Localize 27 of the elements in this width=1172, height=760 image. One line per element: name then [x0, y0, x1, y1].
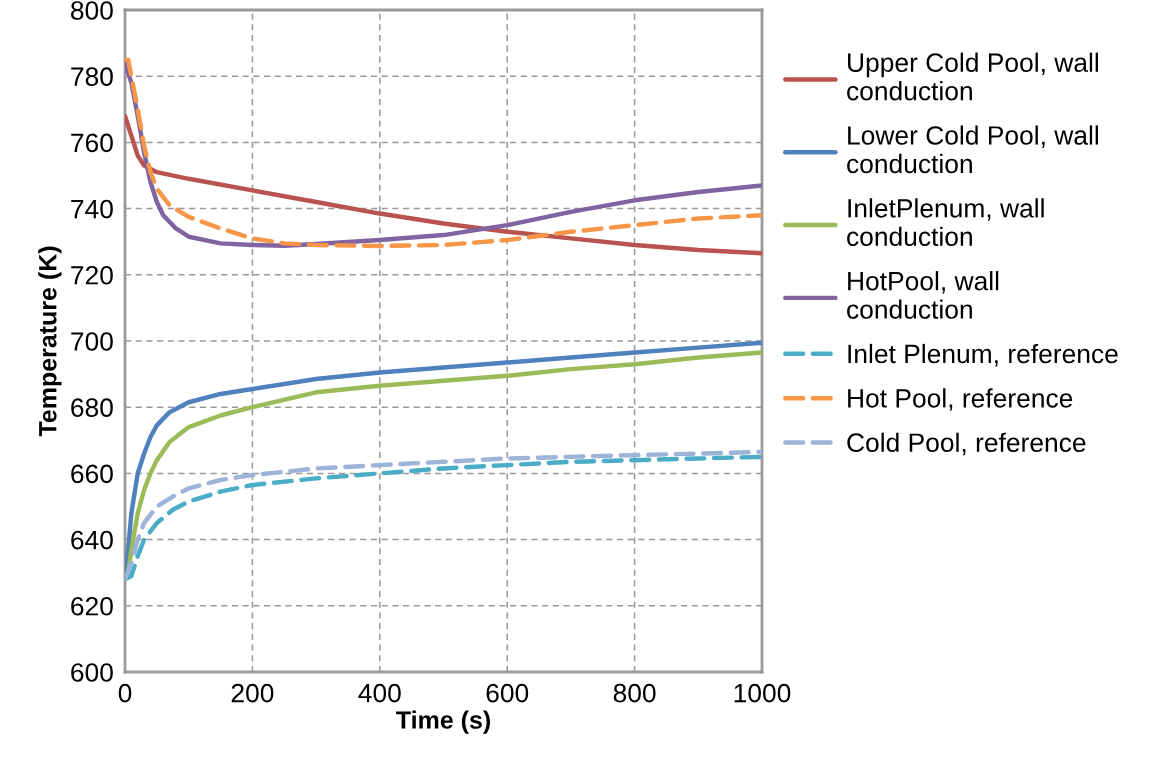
y-tick-label: 620 [71, 596, 113, 616]
line-series [125, 113, 762, 256]
y-tick-label: 660 [71, 464, 113, 484]
x-tick-label: 600 [486, 683, 529, 703]
y-tick-label: 800 [71, 1, 113, 20]
legend-label: Inlet Plenum, reference [848, 343, 1118, 367]
y-tick-label: 760 [71, 133, 113, 153]
y-tick-label: 720 [71, 265, 113, 285]
y-tick-label: 640 [71, 530, 113, 550]
x-tick-label: 800 [613, 683, 656, 703]
legend-label: Hot Pool, reference [848, 388, 1073, 411]
x-tick-label: 200 [231, 683, 274, 703]
legend-label: Upper Cold Pool, wall conduction [847, 52, 1098, 101]
legend-label: InletPlenum, wall conduction [847, 198, 1044, 247]
y-tick-label: 700 [71, 332, 113, 351]
x-tick-label: 400 [358, 683, 401, 703]
x-tick-label: 0 [118, 683, 132, 703]
x-axis-title: Time (s) [396, 710, 490, 734]
x-tick-label: 1000 [734, 683, 791, 703]
y-axis-title: Temperature (K) [38, 246, 62, 437]
legend-label: Cold Pool, reference [847, 432, 1086, 456]
y-tick-label: 780 [71, 67, 113, 87]
legend-label: HotPool, wall conduction [847, 271, 999, 319]
legend-label: Lower Cold Pool, wall conduction [847, 125, 1098, 174]
y-tick-label: 600 [71, 663, 113, 682]
y-tick-label: 740 [71, 199, 113, 219]
y-tick-label: 680 [71, 398, 113, 418]
